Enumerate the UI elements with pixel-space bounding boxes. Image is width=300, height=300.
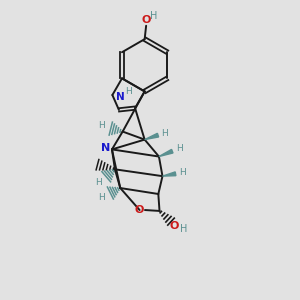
Polygon shape — [159, 149, 173, 157]
Text: O: O — [141, 15, 151, 25]
Text: O: O — [170, 221, 179, 231]
Text: H: H — [98, 121, 105, 130]
Text: H: H — [98, 193, 105, 202]
Polygon shape — [145, 133, 159, 140]
Text: N: N — [101, 143, 111, 153]
Text: H: H — [161, 129, 168, 138]
Text: H: H — [151, 11, 158, 21]
Text: N: N — [116, 92, 125, 101]
Text: H: H — [176, 144, 182, 153]
Text: H: H — [180, 224, 187, 234]
Text: H: H — [179, 168, 186, 177]
Text: H: H — [95, 178, 102, 187]
Polygon shape — [163, 172, 176, 176]
Text: O: O — [134, 205, 144, 215]
Text: H: H — [125, 87, 132, 96]
